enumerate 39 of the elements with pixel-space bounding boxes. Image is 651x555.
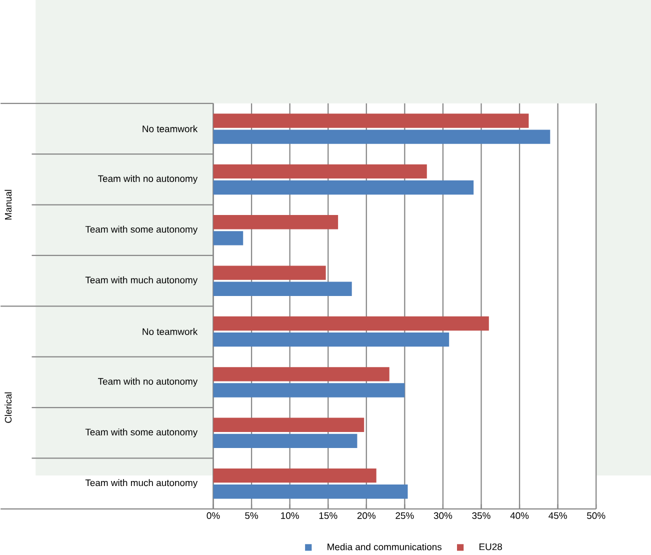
bar bbox=[213, 434, 358, 448]
bar bbox=[213, 484, 408, 499]
x-tick-label: 5% bbox=[245, 512, 258, 519]
bar bbox=[213, 214, 338, 230]
y-tick-label: Team with much autonomy bbox=[85, 276, 198, 286]
y-tick-label: Team with no autonomy bbox=[98, 174, 198, 184]
text: Manual bbox=[4, 190, 12, 220]
x-tick-label: 15% bbox=[319, 512, 338, 519]
bar bbox=[213, 164, 427, 178]
bar bbox=[213, 180, 474, 194]
text: Clerical bbox=[4, 392, 12, 423]
bar bbox=[213, 316, 489, 330]
bar bbox=[213, 113, 529, 128]
x-tick-label: 25% bbox=[396, 512, 414, 519]
x-tick-label: 45% bbox=[548, 512, 567, 519]
x-tick-label: 20% bbox=[357, 512, 376, 519]
legend-label: EU28 bbox=[480, 543, 502, 550]
bar bbox=[213, 382, 405, 398]
x-tick-label: 0% bbox=[206, 512, 220, 519]
x-tick-label: 40% bbox=[510, 512, 529, 519]
bar bbox=[213, 418, 364, 432]
bar bbox=[213, 468, 376, 482]
x-tick-label: 30% bbox=[434, 512, 452, 519]
bar bbox=[213, 266, 326, 280]
bar bbox=[213, 230, 244, 246]
x-tick-label: 10% bbox=[281, 512, 299, 519]
x-tick-label: 35% bbox=[472, 512, 490, 519]
y-tick-label: Team with some autonomy bbox=[85, 428, 198, 438]
y-tick-label: No teamwork bbox=[142, 328, 198, 335]
y-tick-label: No teamwork bbox=[142, 125, 198, 132]
legend-label: Media and communications bbox=[328, 543, 442, 550]
y-tick-label: Team with no autonomy bbox=[98, 378, 198, 386]
y-tick-label: Team with much autonomy bbox=[85, 479, 198, 488]
bar bbox=[213, 130, 550, 144]
y-tick-label: Team with some autonomy bbox=[85, 226, 198, 234]
bar bbox=[213, 332, 450, 346]
bar bbox=[213, 282, 352, 296]
bar bbox=[213, 366, 390, 382]
x-tick-label: 50% bbox=[587, 512, 606, 519]
